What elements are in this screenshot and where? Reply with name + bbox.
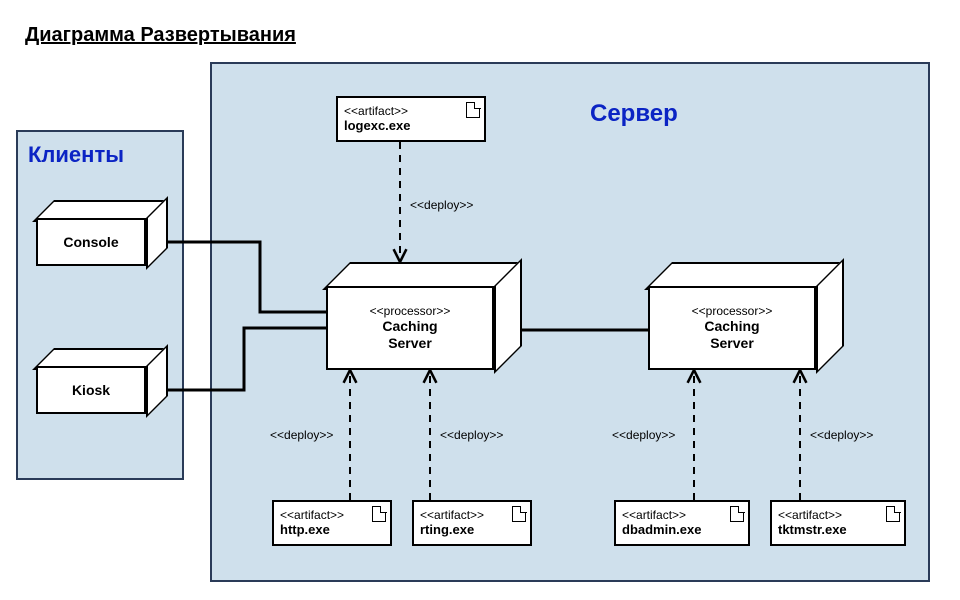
artifact-stereotype: <<artifact>> <box>344 104 478 118</box>
artifact-name: dbadmin.exe <box>622 522 742 537</box>
edge-label-http-cache1: <<deploy>> <box>270 428 333 442</box>
node-name: CachingServer <box>382 318 437 352</box>
node-cache2: <<processor>>CachingServer <box>648 262 840 370</box>
artifact-name: tktmstr.exe <box>778 522 898 537</box>
node-console: Console <box>36 200 164 266</box>
artifact-http: <<artifact>>http.exe <box>272 500 392 546</box>
document-icon <box>886 506 900 522</box>
diagram-stage: Диаграмма Развертывания Клиенты Сервер C… <box>0 0 960 600</box>
node-kiosk: Kiosk <box>36 348 164 414</box>
diagram-title: Диаграмма Развертывания <box>25 24 296 47</box>
artifact-stereotype: <<artifact>> <box>778 508 898 522</box>
node-stereotype: <<processor>> <box>370 304 451 318</box>
artifact-dbadmin: <<artifact>>dbadmin.exe <box>614 500 750 546</box>
edge-label-logexc-cache1: <<deploy>> <box>410 198 473 212</box>
document-icon <box>512 506 526 522</box>
artifact-rting: <<artifact>>rting.exe <box>412 500 532 546</box>
artifact-tktmstr: <<artifact>>tktmstr.exe <box>770 500 906 546</box>
artifact-logexc: <<artifact>>logexc.exe <box>336 96 486 142</box>
document-icon <box>372 506 386 522</box>
document-icon <box>730 506 744 522</box>
artifact-stereotype: <<artifact>> <box>280 508 384 522</box>
artifact-stereotype: <<artifact>> <box>622 508 742 522</box>
node-name: CachingServer <box>704 318 759 352</box>
edge-label-tktmstr-cache2: <<deploy>> <box>810 428 873 442</box>
server-label: Сервер <box>590 100 678 128</box>
clients-panel <box>16 130 184 480</box>
document-icon <box>466 102 480 118</box>
edge-label-dbadmin-cache2: <<deploy>> <box>612 428 675 442</box>
node-cache1: <<processor>>CachingServer <box>326 262 518 370</box>
clients-label: Клиенты <box>28 142 124 168</box>
node-stereotype: <<processor>> <box>692 304 773 318</box>
artifact-name: rting.exe <box>420 522 524 537</box>
artifact-name: logexc.exe <box>344 118 478 133</box>
node-name: Kiosk <box>72 382 110 399</box>
edge-label-rting-cache1: <<deploy>> <box>440 428 503 442</box>
node-name: Console <box>63 234 118 251</box>
artifact-stereotype: <<artifact>> <box>420 508 524 522</box>
artifact-name: http.exe <box>280 522 384 537</box>
